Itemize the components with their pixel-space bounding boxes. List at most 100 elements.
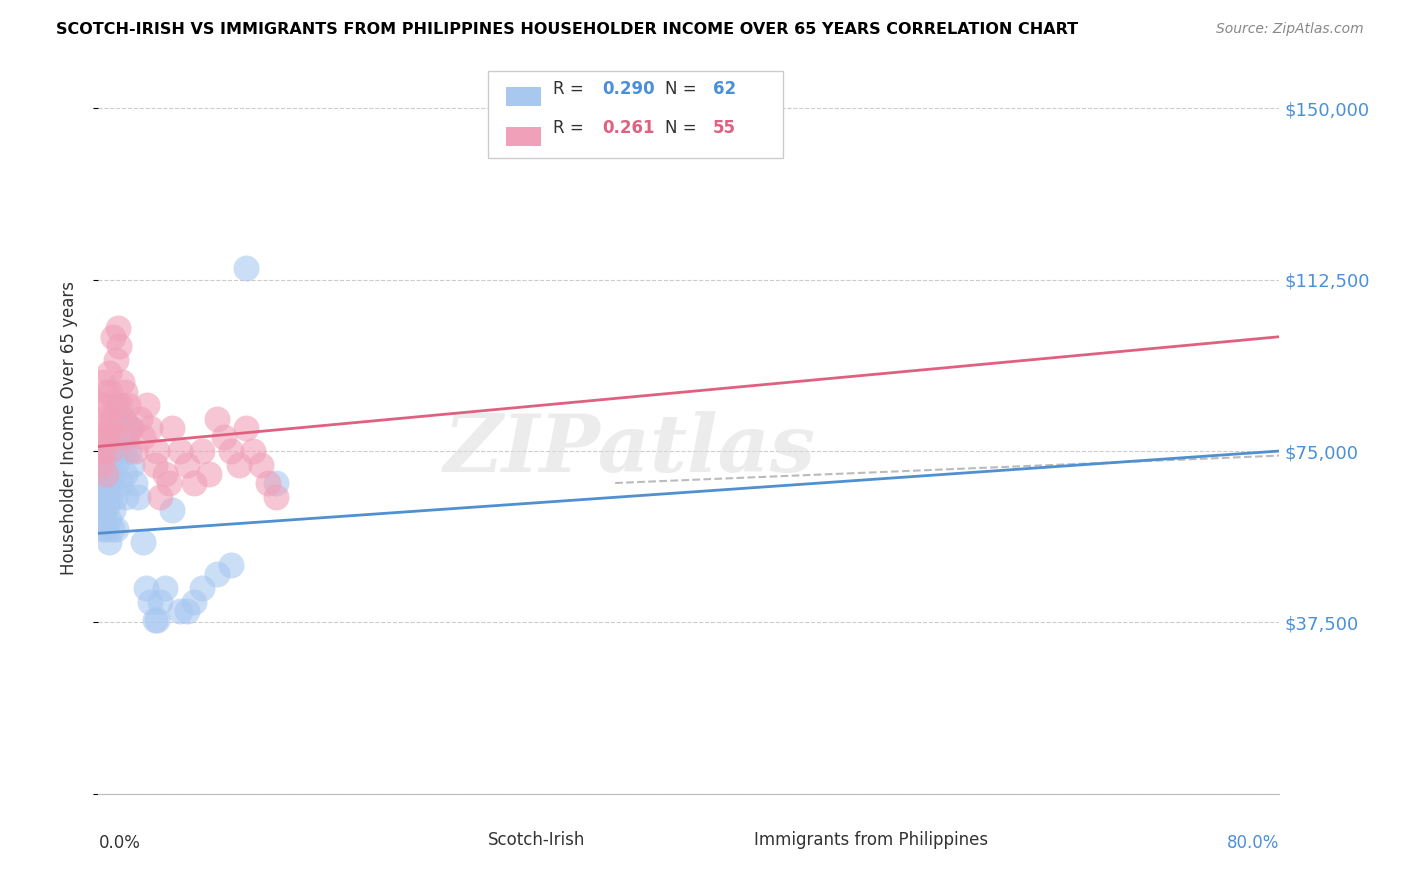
Text: N =: N =	[665, 120, 702, 137]
Point	[93, 481, 115, 495]
Point	[96, 398, 118, 412]
Point	[89, 490, 111, 504]
Point	[183, 595, 205, 609]
Text: 80.0%: 80.0%	[1227, 834, 1279, 852]
Text: 62: 62	[713, 79, 735, 98]
Point	[264, 490, 287, 504]
Point	[97, 366, 120, 380]
Point	[169, 604, 191, 618]
Point	[90, 467, 112, 481]
Point	[117, 398, 139, 412]
Point	[110, 430, 132, 444]
Point	[153, 581, 176, 595]
Point	[90, 398, 112, 412]
Point	[100, 467, 122, 481]
Point	[124, 475, 146, 490]
Point	[143, 458, 166, 472]
FancyBboxPatch shape	[488, 71, 783, 158]
Y-axis label: Householder Income Over 65 years: Householder Income Over 65 years	[59, 281, 77, 575]
Point	[146, 444, 169, 458]
Point	[149, 595, 172, 609]
Point	[124, 444, 146, 458]
Point	[90, 499, 112, 513]
Point	[149, 490, 172, 504]
Point	[162, 503, 183, 517]
Point	[257, 475, 280, 490]
FancyBboxPatch shape	[444, 832, 478, 850]
Point	[191, 444, 214, 458]
Text: Source: ZipAtlas.com: Source: ZipAtlas.com	[1216, 22, 1364, 37]
Point	[91, 376, 114, 390]
Point	[111, 376, 134, 390]
Point	[111, 412, 134, 426]
Text: 0.0%: 0.0%	[98, 834, 141, 852]
Point	[107, 444, 129, 458]
Point	[97, 512, 120, 526]
Point	[169, 444, 191, 458]
Point	[94, 458, 117, 472]
Point	[146, 613, 169, 627]
Point	[93, 503, 115, 517]
Point	[104, 398, 127, 412]
Point	[98, 475, 121, 490]
Point	[115, 490, 138, 504]
Point	[221, 444, 243, 458]
Point	[183, 475, 205, 490]
Point	[127, 490, 149, 504]
Text: R =: R =	[553, 120, 589, 137]
Point	[235, 421, 257, 435]
FancyBboxPatch shape	[506, 127, 541, 146]
Point	[136, 398, 159, 412]
Point	[176, 604, 198, 618]
Point	[105, 458, 128, 472]
FancyBboxPatch shape	[710, 832, 744, 850]
Point	[103, 329, 125, 343]
Point	[107, 320, 129, 334]
Text: SCOTCH-IRISH VS IMMIGRANTS FROM PHILIPPINES HOUSEHOLDER INCOME OVER 65 YEARS COR: SCOTCH-IRISH VS IMMIGRANTS FROM PHILIPPI…	[56, 22, 1078, 37]
Point	[90, 475, 112, 490]
Point	[120, 421, 142, 435]
Point	[135, 581, 157, 595]
Point	[205, 567, 228, 582]
Point	[105, 522, 128, 536]
Point	[191, 581, 214, 595]
Point	[132, 535, 155, 549]
Point	[94, 490, 117, 504]
Point	[118, 444, 141, 458]
Point	[96, 430, 118, 444]
Point	[98, 444, 121, 458]
Point	[97, 421, 120, 435]
Point	[91, 458, 114, 472]
Point	[90, 458, 112, 472]
Point	[128, 412, 150, 426]
Text: R =: R =	[553, 79, 589, 98]
Point	[120, 421, 142, 435]
Text: ZIPatlas: ZIPatlas	[444, 411, 815, 489]
Point	[91, 490, 114, 504]
Point	[105, 352, 128, 367]
Point	[93, 412, 115, 426]
Point	[205, 412, 228, 426]
Point	[235, 261, 257, 276]
Point	[97, 444, 120, 458]
Point	[90, 444, 112, 458]
FancyBboxPatch shape	[506, 87, 541, 106]
Point	[112, 412, 135, 426]
Text: 55: 55	[713, 120, 735, 137]
Point	[110, 475, 132, 490]
Text: 0.261: 0.261	[603, 120, 655, 137]
Point	[100, 412, 122, 426]
Point	[103, 421, 125, 435]
Point	[264, 475, 287, 490]
Point	[91, 512, 114, 526]
Point	[98, 384, 121, 399]
Point	[110, 398, 132, 412]
Point	[89, 475, 111, 490]
Point	[104, 490, 127, 504]
Point	[103, 503, 125, 517]
Point	[132, 430, 155, 444]
Point	[176, 458, 198, 472]
Point	[212, 430, 235, 444]
Point	[228, 458, 250, 472]
Point	[114, 384, 136, 399]
